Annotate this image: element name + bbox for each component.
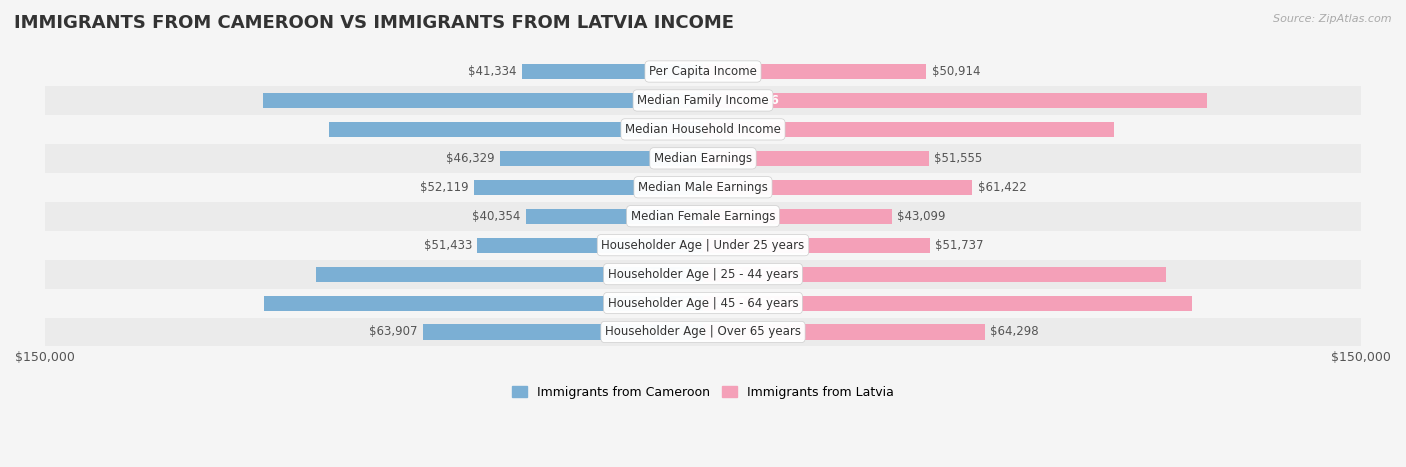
Text: $41,334: $41,334 [468, 65, 516, 78]
Text: Median Earnings: Median Earnings [654, 152, 752, 165]
Bar [45, 231, 1361, 260]
Bar [703, 296, 1192, 311]
Text: $105,522: $105,522 [710, 268, 772, 281]
Bar [45, 115, 1361, 144]
Text: $85,314: $85,314 [647, 123, 700, 136]
Text: Per Capita Income: Per Capita Income [650, 65, 756, 78]
Text: Source: ZipAtlas.com: Source: ZipAtlas.com [1274, 14, 1392, 24]
Text: $51,433: $51,433 [423, 239, 472, 252]
Text: Median Male Earnings: Median Male Earnings [638, 181, 768, 194]
Bar [703, 267, 1166, 282]
Text: $64,298: $64,298 [990, 325, 1039, 339]
Bar [522, 64, 703, 79]
Text: $114,826: $114,826 [717, 94, 779, 107]
Text: $100,084: $100,084 [637, 297, 699, 310]
Bar [703, 64, 927, 79]
Text: IMMIGRANTS FROM CAMEROON VS IMMIGRANTS FROM LATVIA INCOME: IMMIGRANTS FROM CAMEROON VS IMMIGRANTS F… [14, 14, 734, 32]
Text: $51,555: $51,555 [935, 152, 983, 165]
Text: Median Household Income: Median Household Income [626, 123, 780, 136]
Text: $93,602: $93,602 [711, 123, 765, 136]
Bar [316, 267, 703, 282]
Bar [45, 202, 1361, 231]
Text: $88,214: $88,214 [645, 268, 699, 281]
Bar [703, 238, 929, 253]
Text: Median Female Earnings: Median Female Earnings [631, 210, 775, 223]
Bar [45, 260, 1361, 289]
Text: Householder Age | 25 - 44 years: Householder Age | 25 - 44 years [607, 268, 799, 281]
Text: Householder Age | Over 65 years: Householder Age | Over 65 years [605, 325, 801, 339]
Text: $100,289: $100,289 [637, 94, 699, 107]
Text: $111,454: $111,454 [714, 297, 776, 310]
Bar [703, 122, 1114, 137]
Bar [45, 318, 1361, 347]
Text: $43,099: $43,099 [897, 210, 946, 223]
Bar [423, 325, 703, 340]
Bar [474, 180, 703, 195]
Bar [263, 93, 703, 108]
Bar [703, 93, 1206, 108]
Bar [703, 151, 929, 166]
Bar [499, 151, 703, 166]
Text: $52,119: $52,119 [420, 181, 470, 194]
Text: Householder Age | 45 - 64 years: Householder Age | 45 - 64 years [607, 297, 799, 310]
Text: $63,907: $63,907 [368, 325, 418, 339]
Bar [478, 238, 703, 253]
Legend: Immigrants from Cameroon, Immigrants from Latvia: Immigrants from Cameroon, Immigrants fro… [506, 381, 900, 404]
Bar [45, 173, 1361, 202]
Text: $46,329: $46,329 [446, 152, 495, 165]
Text: $51,737: $51,737 [935, 239, 984, 252]
Bar [703, 325, 986, 340]
Text: $50,914: $50,914 [932, 65, 980, 78]
Bar [45, 57, 1361, 86]
Bar [45, 86, 1361, 115]
Bar [264, 296, 703, 311]
Bar [703, 180, 973, 195]
Bar [526, 209, 703, 224]
Bar [329, 122, 703, 137]
Bar [45, 144, 1361, 173]
Bar [45, 289, 1361, 318]
Text: Median Family Income: Median Family Income [637, 94, 769, 107]
Text: $40,354: $40,354 [472, 210, 520, 223]
Text: $61,422: $61,422 [977, 181, 1026, 194]
Text: Householder Age | Under 25 years: Householder Age | Under 25 years [602, 239, 804, 252]
Bar [703, 209, 891, 224]
